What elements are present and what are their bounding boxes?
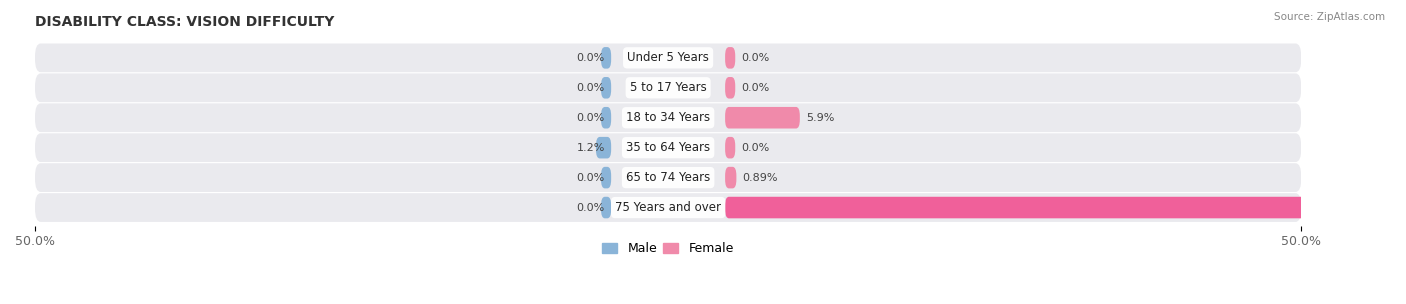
Text: 0.0%: 0.0% xyxy=(741,143,770,153)
Text: 65 to 74 Years: 65 to 74 Years xyxy=(626,171,710,184)
FancyBboxPatch shape xyxy=(725,77,735,98)
Text: 1.2%: 1.2% xyxy=(576,143,605,153)
FancyBboxPatch shape xyxy=(35,193,1302,222)
FancyBboxPatch shape xyxy=(600,107,612,129)
FancyBboxPatch shape xyxy=(600,77,612,98)
Text: 0.0%: 0.0% xyxy=(576,202,605,212)
Text: 75 Years and over: 75 Years and over xyxy=(616,201,721,214)
Text: 50.0%: 50.0% xyxy=(1365,202,1400,212)
Text: 0.0%: 0.0% xyxy=(576,173,605,183)
FancyBboxPatch shape xyxy=(35,103,1302,132)
FancyBboxPatch shape xyxy=(725,137,735,158)
FancyBboxPatch shape xyxy=(35,74,1302,102)
FancyBboxPatch shape xyxy=(600,197,612,218)
Text: 0.0%: 0.0% xyxy=(741,83,770,93)
FancyBboxPatch shape xyxy=(600,167,612,188)
FancyBboxPatch shape xyxy=(35,163,1302,192)
Text: Under 5 Years: Under 5 Years xyxy=(627,51,709,64)
FancyBboxPatch shape xyxy=(725,197,1358,218)
Text: Source: ZipAtlas.com: Source: ZipAtlas.com xyxy=(1274,12,1385,22)
FancyBboxPatch shape xyxy=(725,47,735,69)
Text: 0.0%: 0.0% xyxy=(576,53,605,63)
Text: 5.9%: 5.9% xyxy=(806,113,835,123)
Text: 18 to 34 Years: 18 to 34 Years xyxy=(626,111,710,124)
FancyBboxPatch shape xyxy=(35,43,1302,72)
Legend: Male, Female: Male, Female xyxy=(598,237,738,260)
FancyBboxPatch shape xyxy=(725,107,800,129)
Text: 0.0%: 0.0% xyxy=(741,53,770,63)
FancyBboxPatch shape xyxy=(596,137,612,158)
Text: 5 to 17 Years: 5 to 17 Years xyxy=(630,81,706,94)
Text: 35 to 64 Years: 35 to 64 Years xyxy=(626,141,710,154)
Text: DISABILITY CLASS: VISION DIFFICULTY: DISABILITY CLASS: VISION DIFFICULTY xyxy=(35,15,335,29)
Text: 0.89%: 0.89% xyxy=(742,173,778,183)
Text: 0.0%: 0.0% xyxy=(576,83,605,93)
FancyBboxPatch shape xyxy=(600,47,612,69)
Text: 0.0%: 0.0% xyxy=(576,113,605,123)
FancyBboxPatch shape xyxy=(725,167,737,188)
FancyBboxPatch shape xyxy=(35,133,1302,162)
